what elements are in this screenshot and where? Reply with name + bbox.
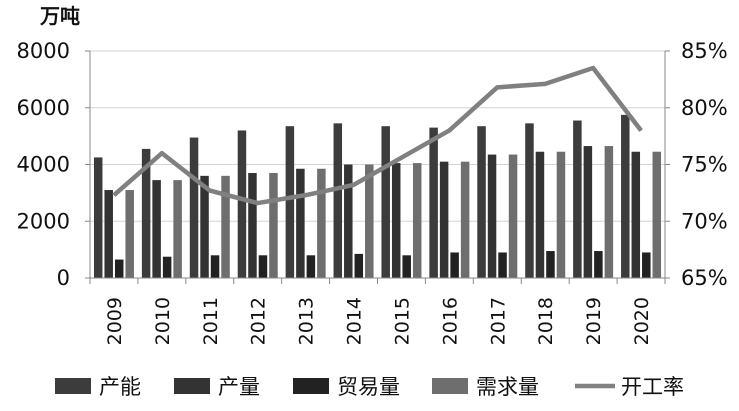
x-axis-tick-label: 2012 [248, 297, 270, 345]
right-axis-tick-label: 65% [681, 266, 728, 290]
x-axis-tick-label: 2016 [439, 297, 461, 345]
bar-产能 [477, 126, 486, 278]
bar-产能 [333, 123, 343, 278]
bar-贸易量 [162, 256, 172, 278]
bar-产量 [391, 163, 401, 278]
legend-swatch-需求量 [432, 378, 468, 394]
bar-贸易量 [306, 255, 316, 278]
bar-产量 [583, 146, 593, 278]
line-point-开工率 [496, 86, 498, 88]
legend: 产能 产量 贸易量 需求量 开工率 [55, 375, 684, 399]
x-axis-tick-label: 2013 [296, 297, 318, 345]
line-point-开工率 [592, 67, 594, 69]
bar-贸易量 [402, 255, 411, 278]
legend-swatch-产能 [55, 378, 91, 394]
bar-产能 [93, 157, 103, 278]
line-point-开工率 [353, 184, 355, 186]
bar-贸易量 [546, 251, 555, 278]
legend-swatch-产量 [174, 378, 210, 394]
bar-需求量 [269, 173, 278, 278]
bar-贸易量 [210, 255, 220, 278]
left-axis-tick-label: 6000 [17, 96, 70, 120]
bar-产量 [439, 161, 449, 278]
left-axis-tick-label: 4000 [17, 153, 70, 177]
line-point-开工率 [209, 190, 211, 192]
y-axis-unit-label: 万吨 [39, 4, 80, 28]
bar-贸易量 [594, 251, 603, 278]
bar-需求量 [125, 190, 134, 278]
bar-需求量 [460, 161, 470, 278]
left-axis-tick-label: 2000 [17, 209, 70, 233]
bar-贸易量 [642, 252, 651, 278]
bar-产能 [141, 148, 151, 278]
bars [93, 114, 662, 278]
bar-产量 [248, 173, 257, 278]
x-axis-tick-label: 2009 [104, 297, 126, 345]
bar-产量 [344, 164, 353, 278]
bar-需求量 [652, 151, 662, 278]
bar-贸易量 [114, 259, 124, 278]
legend-label-产量: 产量 [218, 375, 260, 399]
right-axis-tick-label: 85% [681, 39, 728, 63]
gridlines [90, 50, 665, 222]
x-axis-tick-label: 2011 [200, 297, 222, 345]
line-point-开工率 [544, 83, 546, 85]
bar-产量 [152, 180, 161, 278]
bar-产能 [429, 127, 438, 278]
legend-label-需求量: 需求量 [476, 375, 539, 399]
legend-label-开工率: 开工率 [621, 375, 684, 399]
line-point-开工率 [640, 129, 642, 131]
legend-label-贸易量: 贸易量 [337, 375, 400, 399]
right-axis-tick-label: 80% [681, 96, 728, 120]
line-point-开工率 [305, 194, 307, 196]
bar-产能 [189, 137, 199, 278]
bar-产量 [631, 151, 641, 278]
bar-产能 [285, 126, 295, 278]
bar-贸易量 [258, 255, 268, 278]
bar-贸易量 [498, 252, 507, 278]
line-开工率 [112, 65, 643, 206]
x-axis-tick-label: 2010 [152, 297, 174, 345]
bar-需求量 [508, 154, 518, 278]
line-point-开工率 [448, 129, 450, 131]
right-axis-tick-label: 75% [681, 153, 728, 177]
legend-label-产能: 产能 [99, 375, 141, 399]
bar-产量 [200, 175, 209, 278]
bar-需求量 [317, 168, 326, 278]
x-axis-tick-label: 2015 [391, 297, 413, 345]
bar-贸易量 [354, 253, 364, 278]
bar-产能 [621, 114, 630, 278]
bar-需求量 [173, 180, 182, 278]
right-axis-tick-label: 70% [681, 209, 728, 233]
bar-需求量 [365, 164, 374, 278]
bar-产能 [525, 123, 534, 278]
bar-需求量 [412, 163, 422, 278]
bar-产能 [573, 120, 582, 278]
bar-产能 [381, 126, 390, 278]
x-axis-tick-label: 2020 [631, 297, 653, 345]
line-point-开工率 [400, 157, 402, 159]
bar-需求量 [604, 146, 614, 278]
line-point-开工率 [257, 202, 259, 204]
utilization-line [112, 65, 643, 206]
left-axis-tick-label: 0 [57, 266, 70, 290]
bar-需求量 [556, 151, 566, 278]
bar-产能 [237, 130, 247, 278]
x-axis-tick-label: 2017 [487, 297, 509, 345]
legend-swatch-贸易量 [293, 378, 329, 394]
x-axis-tick-label: 2018 [535, 297, 557, 345]
bar-贸易量 [450, 252, 459, 278]
bar-产量 [535, 151, 545, 278]
line-point-开工率 [161, 152, 163, 154]
bar-产量 [104, 190, 113, 278]
bar-产量 [296, 168, 305, 278]
line-point-开工率 [113, 194, 115, 196]
bar-产量 [487, 154, 497, 278]
axes: 0 2000 4000 6000 8000 65% 70% 75% 80% 85% 2009 2010… [17, 39, 728, 345]
x-axis-tick-label: 2014 [344, 297, 366, 345]
x-axis-tick-label: 2019 [583, 297, 605, 345]
bar-需求量 [221, 175, 230, 278]
left-axis-tick-label: 8000 [17, 39, 70, 63]
